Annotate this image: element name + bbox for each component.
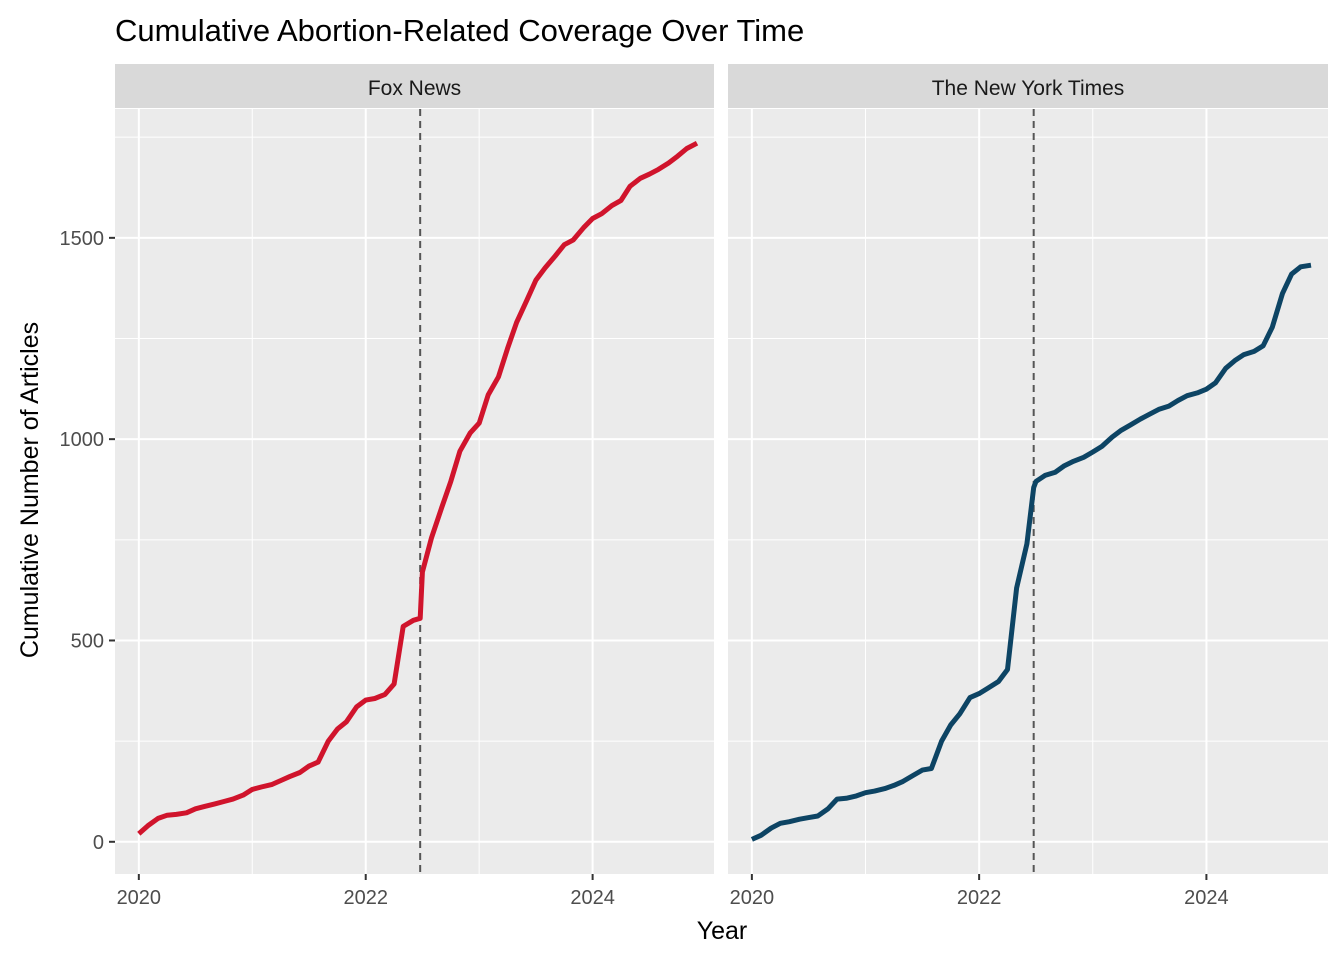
y-axis: 0 500 1000 1500 bbox=[60, 228, 115, 854]
series-line bbox=[750, 262, 1312, 842]
y-tick-label: 500 bbox=[71, 630, 104, 652]
panels-layer: Fox News 2020 2022 2024 The New York Times 20… bbox=[115, 64, 1328, 909]
panel-background bbox=[728, 109, 1328, 874]
x-tick-label: 2020 bbox=[730, 887, 775, 909]
strip-label: Fox News bbox=[368, 77, 461, 100]
x-tick-label: 2024 bbox=[1184, 887, 1229, 909]
x-tick-label: 2024 bbox=[570, 887, 615, 909]
x-tick-label: 2020 bbox=[117, 887, 162, 909]
y-tick-label: 1500 bbox=[60, 228, 105, 250]
strip-background bbox=[728, 64, 1328, 108]
chart-title: Cumulative Abortion-Related Coverage Ove… bbox=[115, 13, 804, 48]
y-tick-label: 1000 bbox=[60, 429, 105, 451]
y-axis-title: Cumulative Number of Articles bbox=[16, 322, 44, 658]
x-tick-label: 2022 bbox=[343, 887, 388, 909]
panel-2: The New York Times 2020 2022 2024 bbox=[728, 64, 1328, 909]
strip-background bbox=[115, 64, 714, 108]
y-tick-label: 0 bbox=[93, 832, 104, 854]
series-line bbox=[137, 140, 699, 836]
strip-label: The New York Times bbox=[932, 77, 1125, 100]
panel-background bbox=[115, 109, 714, 874]
panel-1: Fox News 2020 2022 2024 bbox=[115, 64, 714, 909]
x-tick-label: 2022 bbox=[957, 887, 1002, 909]
x-axis-title: Year bbox=[697, 917, 748, 945]
